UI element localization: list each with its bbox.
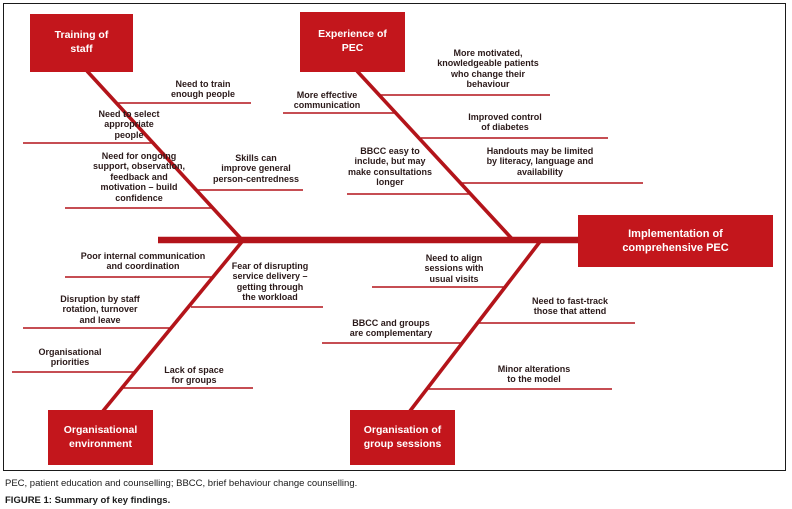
branch-label-disruption-staff: Disruption by staff rotation, turnover a… [60,294,140,325]
organisational-environment-box: Organisational environment [48,410,153,465]
organisation-of-group-sessions-box: Organisation of group sessions [350,410,455,465]
org-environment-bone [101,236,247,413]
branch-label-align-sessions: Need to align sessions with usual visits [424,253,484,284]
branch-label-bbcc-groups: BBCC and groups are complementary [349,318,433,339]
group-sessions-bone [408,237,544,413]
abbreviation-note: PEC, patient education and counselling; … [5,478,358,489]
branch-label-org-priorities: Organisational priorities [38,347,102,368]
experience-bone [355,69,516,243]
branch-label-bbcc-easy: BBCC easy to include, but may make consu… [347,146,433,188]
training-bone [85,69,246,244]
branch-label-lack-of-space: Lack of space for groups [164,365,224,386]
branch-label-handouts-limited: Handouts may be limited by literacy, lan… [486,146,594,177]
branch-label-skills-improve: Skills can improve general person-centre… [212,153,300,184]
branch-label-fast-track: Need to fast-track those that attend [531,296,609,317]
branch-label-more-motivated: More motivated, knowledgeable patients w… [437,48,539,90]
branch-label-ongoing-support: Need for ongoing support, observation, f… [92,151,186,203]
branch-label-fear-disrupting: Fear of disrupting service delivery – ge… [231,261,309,303]
branch-label-more-effective: More effective communication [293,90,361,111]
branch-label-improved-control: Improved control of diabetes [468,112,542,133]
branch-label-minor-alterations: Minor alterations to the model [497,364,571,385]
branch-label-need-to-train: Need to train enough people [171,79,235,100]
branch-label-need-to-select: Need to select appropriate people [98,109,160,140]
experience-of-pec-box: Experience of PEC [300,12,405,72]
implementation-of-comprehensive-pec-box: Implementation of comprehensive PEC [578,215,773,267]
training-of-staff-box: Training of staff [30,14,133,72]
branch-label-poor-communication: Poor internal communication and coordina… [80,251,206,272]
figure-caption: FIGURE 1: Summary of key findings. [5,495,171,506]
